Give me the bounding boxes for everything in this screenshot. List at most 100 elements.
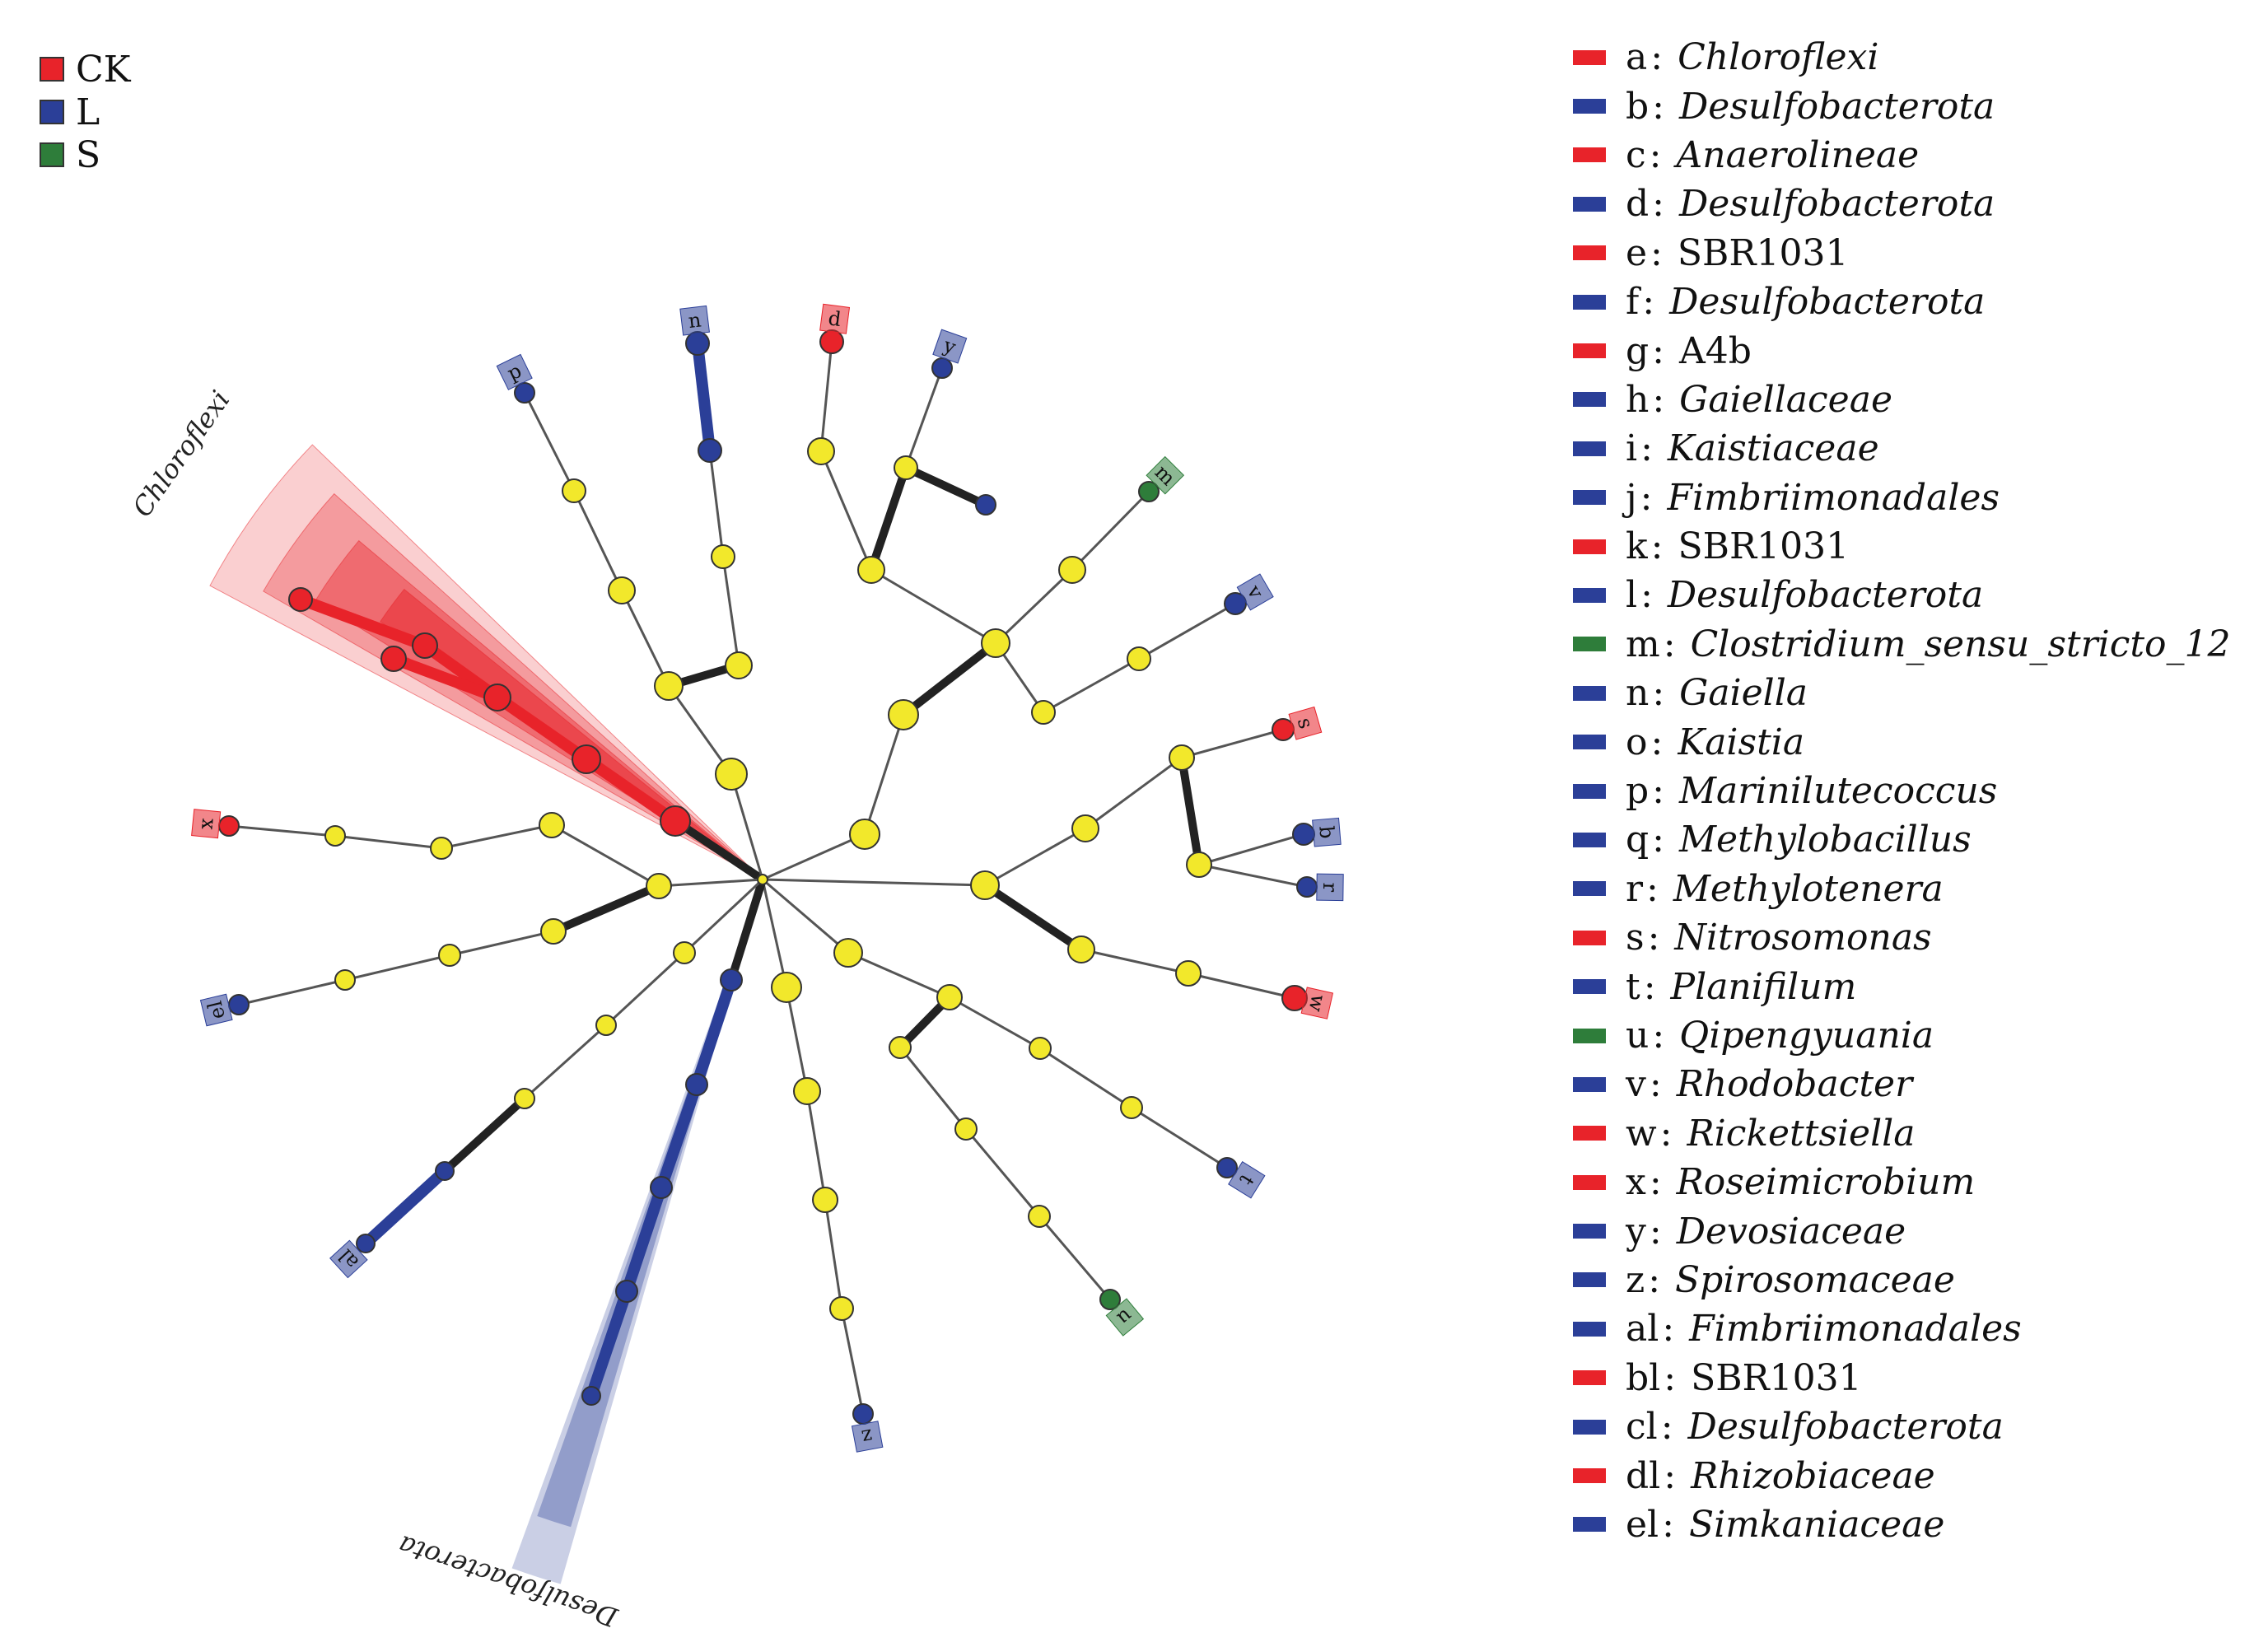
clade-label-chloroflexi: Chloroflexi xyxy=(126,385,236,522)
taxon-legend-item-k: k: SBR1031 xyxy=(1573,522,2231,571)
leaf-label-r: r xyxy=(1316,873,1344,902)
taxon-id: x xyxy=(1626,1161,1646,1204)
taxon-id: l xyxy=(1626,574,1638,617)
node-p9 xyxy=(685,331,710,356)
node-w4 xyxy=(430,837,453,860)
chloroflexi-wedge-3 xyxy=(380,588,763,880)
node-CK3 xyxy=(483,684,511,712)
taxon-legend-item-n: n: Gaiella xyxy=(1573,669,2231,717)
taxon-legend-item-bl: bl: SBR1031 xyxy=(1573,1354,2231,1402)
leaf-label-s: s xyxy=(1288,706,1323,740)
taxon-separator: : xyxy=(1664,1454,1677,1497)
taxon-separator: : xyxy=(1663,623,1676,665)
taxon-separator: : xyxy=(1649,1210,1662,1253)
edge-v2-v3 xyxy=(523,1024,608,1100)
taxon-name: SBR1031 xyxy=(1678,525,1850,568)
taxon-id: b xyxy=(1626,85,1650,128)
taxon-swatch xyxy=(1573,99,1606,114)
node-r3 xyxy=(1067,935,1095,963)
node-t4 xyxy=(829,1296,854,1321)
node-r4 xyxy=(1169,744,1195,771)
edge-root-p1 xyxy=(730,772,764,881)
taxon-legend-item-i: i: Kaistiaceae xyxy=(1573,424,2231,473)
taxon-name: Methylobacillus xyxy=(1679,819,1972,861)
taxon-separator: : xyxy=(1652,672,1665,715)
taxon-swatch xyxy=(1573,979,1606,995)
node-w8 xyxy=(334,969,356,991)
edge-u1-u2 xyxy=(691,974,737,1090)
taxon-name: Planifilum xyxy=(1670,965,1857,1008)
taxon-id: n xyxy=(1626,672,1650,715)
edge-CK1-CK2 xyxy=(581,754,681,827)
taxon-name: Methylotenera xyxy=(1673,867,1944,910)
taxon-separator: : xyxy=(1650,721,1664,763)
node-CK4a xyxy=(412,632,438,659)
taxon-legend-item-el: el: Simkaniaceae xyxy=(1573,1500,2231,1549)
taxon-legend-item-b: b: Desulfobacterota xyxy=(1573,82,2231,130)
leaf-label-y: y xyxy=(932,329,968,364)
taxon-id: r xyxy=(1626,867,1644,910)
leaf-label-w: w xyxy=(1300,987,1334,1019)
taxon-swatch xyxy=(1573,490,1606,506)
node-q13 xyxy=(1127,646,1151,671)
edge-w8-w9 xyxy=(237,978,347,1006)
taxon-name: Anaerolineae xyxy=(1676,133,1920,176)
node-p8 xyxy=(698,438,722,463)
leaf-label-b: b xyxy=(1312,817,1342,847)
edge-r9-r10 xyxy=(1187,972,1296,1000)
taxon-name: Desulfobacterota xyxy=(1667,574,1984,617)
taxon-swatch xyxy=(1573,881,1606,897)
node-t2 xyxy=(793,1077,821,1105)
taxon-id: e xyxy=(1626,231,1648,274)
node-p3 xyxy=(725,651,753,679)
edge-p5-p6 xyxy=(523,391,576,492)
edge-q2-q3 xyxy=(899,639,1000,719)
taxon-id: y xyxy=(1626,1210,1646,1253)
node-q8 xyxy=(931,357,953,379)
edge-w3-w7 xyxy=(448,930,555,957)
node-r1 xyxy=(970,870,1000,900)
leaf-label-d: d xyxy=(819,303,851,334)
taxon-name: Desulfobacterota xyxy=(1669,281,1986,324)
taxon-legend-item-u: u: Qipengyuania xyxy=(1573,1011,2231,1060)
svg-text:n: n xyxy=(687,308,702,333)
taxon-swatch xyxy=(1573,343,1606,359)
node-r6 xyxy=(1186,851,1212,878)
edge-s2-s4 xyxy=(948,996,1042,1050)
cladogram-nodes xyxy=(218,329,1318,1425)
edge-q7-q9 xyxy=(902,464,990,509)
svg-text:d: d xyxy=(827,306,842,331)
node-w6 xyxy=(218,815,240,837)
taxon-separator: : xyxy=(1646,867,1659,910)
taxon-separator: : xyxy=(1660,1406,1673,1449)
taxon-swatch xyxy=(1573,1517,1606,1533)
svg-text:z: z xyxy=(860,1425,875,1449)
taxon-separator: : xyxy=(1659,1112,1673,1155)
node-v3 xyxy=(514,1088,535,1109)
edge-q3-q10 xyxy=(994,568,1074,645)
node-q9 xyxy=(975,494,996,516)
taxon-id: dl xyxy=(1626,1454,1661,1497)
edge-q12-q13 xyxy=(1042,657,1141,714)
edge-s3-s7 xyxy=(898,1046,968,1131)
taxon-id: s xyxy=(1626,917,1645,959)
taxon-swatch xyxy=(1573,1224,1606,1239)
node-s8 xyxy=(1028,1205,1051,1228)
node-w5 xyxy=(324,825,346,847)
edge-q1-q2 xyxy=(863,713,905,836)
taxon-id: c xyxy=(1626,133,1646,176)
edge-s1-s2 xyxy=(847,951,951,999)
edge-p8-p9 xyxy=(692,338,716,456)
taxon-separator: : xyxy=(1647,917,1660,959)
taxon-name: Chloroflexi xyxy=(1678,36,1879,79)
edge-root-v1 xyxy=(683,878,764,954)
taxon-swatch xyxy=(1573,441,1606,456)
node-r8 xyxy=(1296,876,1318,898)
taxon-legend-item-j: j: Fimbriimonadales xyxy=(1573,474,2231,522)
node-w2 xyxy=(539,812,565,838)
clade-label-desulfobacterota: Desulfobacterota xyxy=(394,1529,623,1633)
edge-w1-w2 xyxy=(550,823,660,888)
taxon-swatch xyxy=(1573,245,1606,261)
taxon-name: Gaiella xyxy=(1679,672,1808,715)
